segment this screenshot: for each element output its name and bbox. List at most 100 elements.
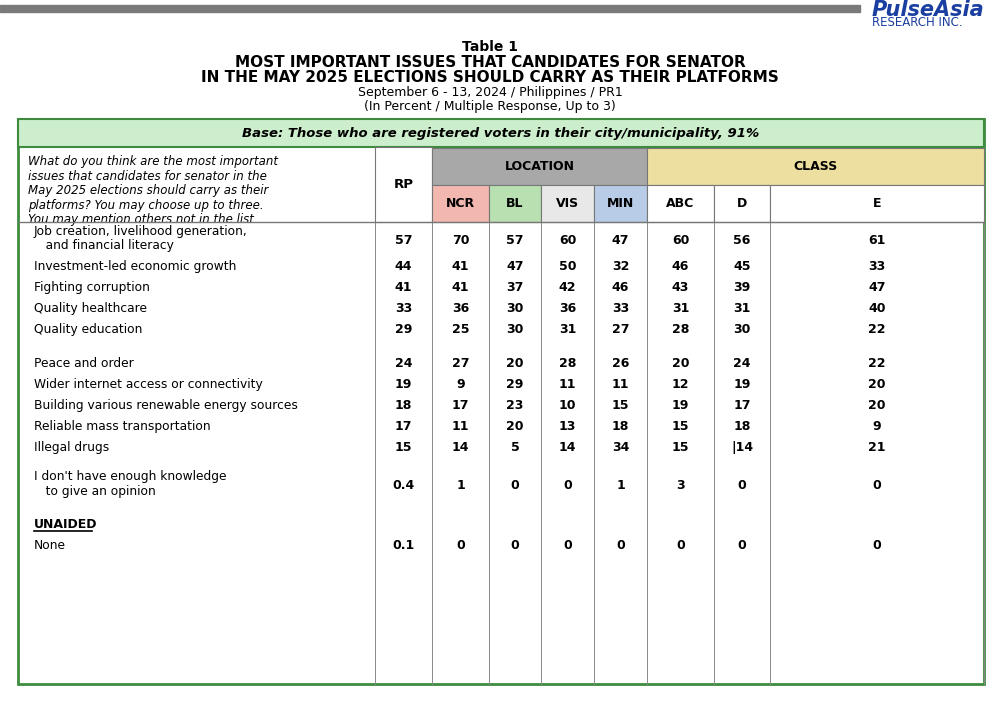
Text: 20: 20 — [506, 419, 524, 433]
Text: I don't have enough knowledge: I don't have enough knowledge — [34, 470, 226, 483]
Text: 17: 17 — [733, 399, 750, 412]
Text: MOST IMPORTANT ISSUES THAT CANDIDATES FOR SENATOR: MOST IMPORTANT ISSUES THAT CANDIDATES FO… — [234, 55, 745, 70]
Text: 11: 11 — [612, 377, 629, 391]
Text: None: None — [34, 539, 66, 552]
Text: 57: 57 — [395, 234, 412, 247]
Text: 9: 9 — [873, 419, 882, 433]
Text: 40: 40 — [869, 302, 886, 315]
Text: 19: 19 — [733, 377, 750, 391]
Text: and financial literacy: and financial literacy — [34, 239, 174, 253]
Text: 41: 41 — [395, 281, 412, 294]
Text: platforms? You may choose up to three.: platforms? You may choose up to three. — [28, 199, 264, 211]
Text: 11: 11 — [559, 377, 576, 391]
Text: 0: 0 — [873, 479, 882, 492]
Text: UNAIDED: UNAIDED — [34, 518, 97, 531]
Text: Quality education: Quality education — [34, 323, 142, 336]
Text: Table 1: Table 1 — [462, 40, 518, 54]
Text: 23: 23 — [506, 399, 524, 412]
Text: 14: 14 — [452, 441, 469, 454]
Text: 20: 20 — [869, 399, 886, 412]
Text: BL: BL — [506, 197, 524, 210]
Text: Quality healthcare: Quality healthcare — [34, 302, 147, 315]
Text: 0: 0 — [616, 539, 625, 552]
Text: 29: 29 — [506, 377, 524, 391]
Text: You may mention others not in the list.: You may mention others not in the list. — [28, 213, 258, 226]
Text: 0: 0 — [676, 539, 685, 552]
Text: Peace and order: Peace and order — [34, 357, 133, 370]
Bar — [770, 185, 984, 222]
Bar — [432, 148, 647, 185]
Text: 28: 28 — [559, 357, 576, 370]
Text: 1: 1 — [456, 479, 465, 492]
Text: 15: 15 — [395, 441, 412, 454]
Text: 46: 46 — [612, 281, 629, 294]
Text: 27: 27 — [452, 357, 469, 370]
Text: 61: 61 — [869, 234, 886, 247]
Text: 36: 36 — [559, 302, 576, 315]
Text: 42: 42 — [559, 281, 576, 294]
Text: 17: 17 — [452, 399, 469, 412]
Bar — [375, 147, 432, 222]
Text: (In Percent / Multiple Response, Up to 3): (In Percent / Multiple Response, Up to 3… — [364, 100, 616, 113]
Text: 31: 31 — [733, 302, 750, 315]
Text: 34: 34 — [612, 441, 629, 454]
Text: 15: 15 — [612, 399, 629, 412]
Text: Wider internet access or connectivity: Wider internet access or connectivity — [34, 377, 263, 391]
Text: 0: 0 — [563, 479, 572, 492]
Text: Base: Those who are registered voters in their city/municipality, 91%: Base: Those who are registered voters in… — [242, 127, 760, 140]
Text: May 2025 elections should carry as their: May 2025 elections should carry as their — [28, 184, 269, 197]
Text: 70: 70 — [452, 234, 469, 247]
Text: 26: 26 — [612, 357, 629, 370]
Text: 24: 24 — [733, 357, 750, 370]
Text: 29: 29 — [395, 323, 412, 336]
Text: 33: 33 — [612, 302, 629, 315]
Text: September 6 - 13, 2024 / Philippines / PR1: September 6 - 13, 2024 / Philippines / P… — [358, 86, 622, 99]
Text: 0.4: 0.4 — [393, 479, 415, 492]
Bar — [18, 119, 984, 684]
Text: 0.1: 0.1 — [393, 539, 415, 552]
Text: 5: 5 — [511, 441, 519, 454]
Text: 18: 18 — [612, 419, 629, 433]
Text: 37: 37 — [506, 281, 524, 294]
Text: 12: 12 — [671, 377, 689, 391]
Text: 19: 19 — [395, 377, 412, 391]
Text: 28: 28 — [671, 323, 689, 336]
Text: 3: 3 — [676, 479, 684, 492]
Text: 22: 22 — [869, 323, 886, 336]
Text: 45: 45 — [733, 260, 750, 273]
Text: 24: 24 — [395, 357, 412, 370]
Text: 39: 39 — [733, 281, 750, 294]
Text: Reliable mass transportation: Reliable mass transportation — [34, 419, 210, 433]
Text: NCR: NCR — [446, 197, 475, 210]
Text: 47: 47 — [612, 234, 629, 247]
Text: What do you think are the most important: What do you think are the most important — [28, 155, 278, 168]
Text: 19: 19 — [671, 399, 689, 412]
Text: 20: 20 — [671, 357, 689, 370]
Text: 0: 0 — [456, 539, 465, 552]
Text: 31: 31 — [559, 323, 576, 336]
Text: 41: 41 — [452, 281, 469, 294]
Text: 0: 0 — [563, 539, 572, 552]
Text: MIN: MIN — [607, 197, 634, 210]
Text: 30: 30 — [506, 323, 524, 336]
Text: 33: 33 — [395, 302, 412, 315]
Text: to give an opinion: to give an opinion — [34, 485, 155, 498]
Text: E: E — [873, 197, 881, 210]
Text: 22: 22 — [869, 357, 886, 370]
Text: 0: 0 — [511, 539, 519, 552]
Text: 31: 31 — [671, 302, 689, 315]
Text: 47: 47 — [869, 281, 886, 294]
Text: 27: 27 — [612, 323, 629, 336]
Text: 30: 30 — [506, 302, 524, 315]
Text: 14: 14 — [559, 441, 576, 454]
Text: 0: 0 — [873, 539, 882, 552]
Text: Fighting corruption: Fighting corruption — [34, 281, 150, 294]
Bar — [647, 148, 984, 185]
Bar — [0, 5, 860, 12]
Text: 50: 50 — [559, 260, 576, 273]
Text: Investment-led economic growth: Investment-led economic growth — [34, 260, 236, 273]
Bar — [18, 119, 984, 147]
Text: Building various renewable energy sources: Building various renewable energy source… — [34, 399, 298, 412]
Text: 60: 60 — [671, 234, 689, 247]
Text: PulseAsia: PulseAsia — [872, 0, 985, 20]
